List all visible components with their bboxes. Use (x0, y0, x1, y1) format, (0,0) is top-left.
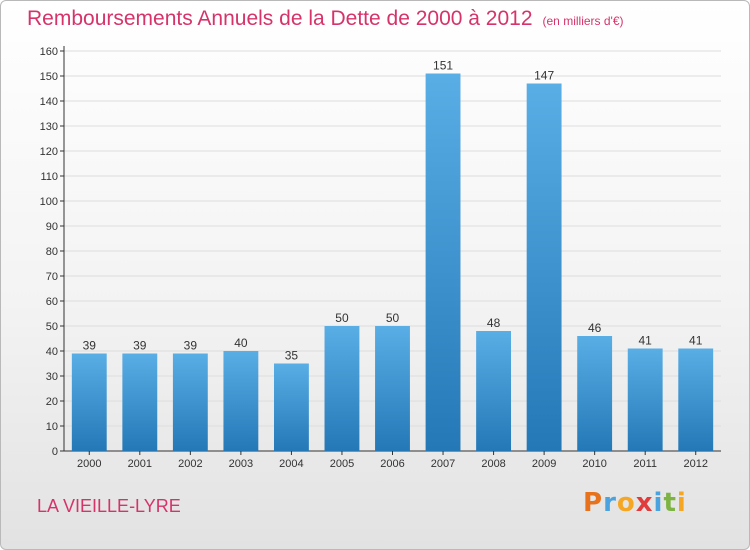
y-tick-label: 40 (46, 346, 58, 358)
y-tick-label: 60 (46, 296, 58, 308)
y-tick-label: 90 (46, 221, 58, 233)
data-label: 151 (433, 59, 453, 73)
y-tick-label: 160 (40, 46, 58, 58)
bar-2000 (71, 353, 107, 451)
x-tick-label: 2006 (380, 458, 404, 470)
logo-letter: t (663, 488, 677, 518)
bar-2012 (678, 348, 714, 451)
y-tick-label: 100 (40, 196, 58, 208)
data-label: 147 (534, 69, 554, 83)
logo-letter: i (653, 488, 664, 518)
data-label: 48 (487, 316, 501, 330)
y-tick-label: 130 (40, 121, 58, 133)
bar-2008 (476, 331, 512, 451)
data-label: 41 (689, 334, 703, 348)
y-tick-label: 0 (52, 446, 58, 458)
data-label: 50 (335, 311, 349, 325)
x-tick-label: 2001 (128, 458, 152, 470)
bar-2002 (172, 353, 208, 451)
data-label: 39 (184, 339, 198, 353)
chart-title: Remboursements Annuels de la Dette de 20… (27, 7, 624, 31)
x-tick-label: 2003 (229, 458, 253, 470)
y-tick-label: 30 (46, 371, 58, 383)
y-tick-label: 140 (40, 96, 58, 108)
data-label: 46 (588, 321, 602, 335)
y-tick-label: 80 (46, 246, 58, 258)
bar-2009 (526, 83, 562, 451)
bar-2001 (122, 353, 158, 451)
x-tick-label: 2009 (532, 458, 556, 470)
bar-2005 (324, 326, 360, 451)
data-label: 35 (285, 349, 299, 363)
chart-title-text: Remboursements Annuels de la Dette de 20… (27, 7, 533, 30)
bar-2003 (223, 351, 259, 451)
proxiti-logo: Proxiti (583, 488, 687, 518)
chart-unit: (en milliers d'€) (542, 14, 624, 28)
bar-2007 (425, 73, 461, 451)
y-tick-label: 20 (46, 396, 58, 408)
bar-2011 (627, 348, 663, 451)
x-tick-label: 2000 (77, 458, 101, 470)
logo-letter: x (635, 488, 654, 518)
data-label: 41 (639, 334, 653, 348)
y-tick-label: 110 (40, 171, 58, 183)
data-label: 40 (234, 336, 248, 350)
x-tick-label: 2005 (330, 458, 354, 470)
x-tick-label: 2008 (481, 458, 505, 470)
y-tick-label: 10 (46, 421, 58, 433)
x-tick-label: 2004 (279, 458, 303, 470)
bar-2006 (375, 326, 410, 451)
logo-letter: o (616, 488, 636, 518)
x-tick-label: 2012 (683, 458, 707, 470)
data-label: 39 (133, 339, 147, 353)
x-tick-label: 2010 (582, 458, 606, 470)
data-label: 39 (83, 339, 97, 353)
logo-letter: P (583, 488, 604, 518)
x-tick-label: 2002 (178, 458, 202, 470)
y-tick-label: 120 (40, 146, 58, 158)
data-label: 50 (386, 311, 400, 325)
logo-letter: i (676, 488, 687, 518)
x-tick-label: 2011 (633, 458, 657, 470)
x-tick-label: 2007 (431, 458, 455, 470)
y-tick-label: 50 (46, 321, 58, 333)
bar-2010 (577, 336, 613, 451)
bar-2004 (273, 363, 309, 451)
logo-letter: r (603, 488, 617, 518)
y-tick-label: 150 (40, 71, 58, 83)
y-tick-label: 70 (46, 271, 58, 283)
commune-name: LA VIEILLE-LYRE (37, 496, 181, 516)
